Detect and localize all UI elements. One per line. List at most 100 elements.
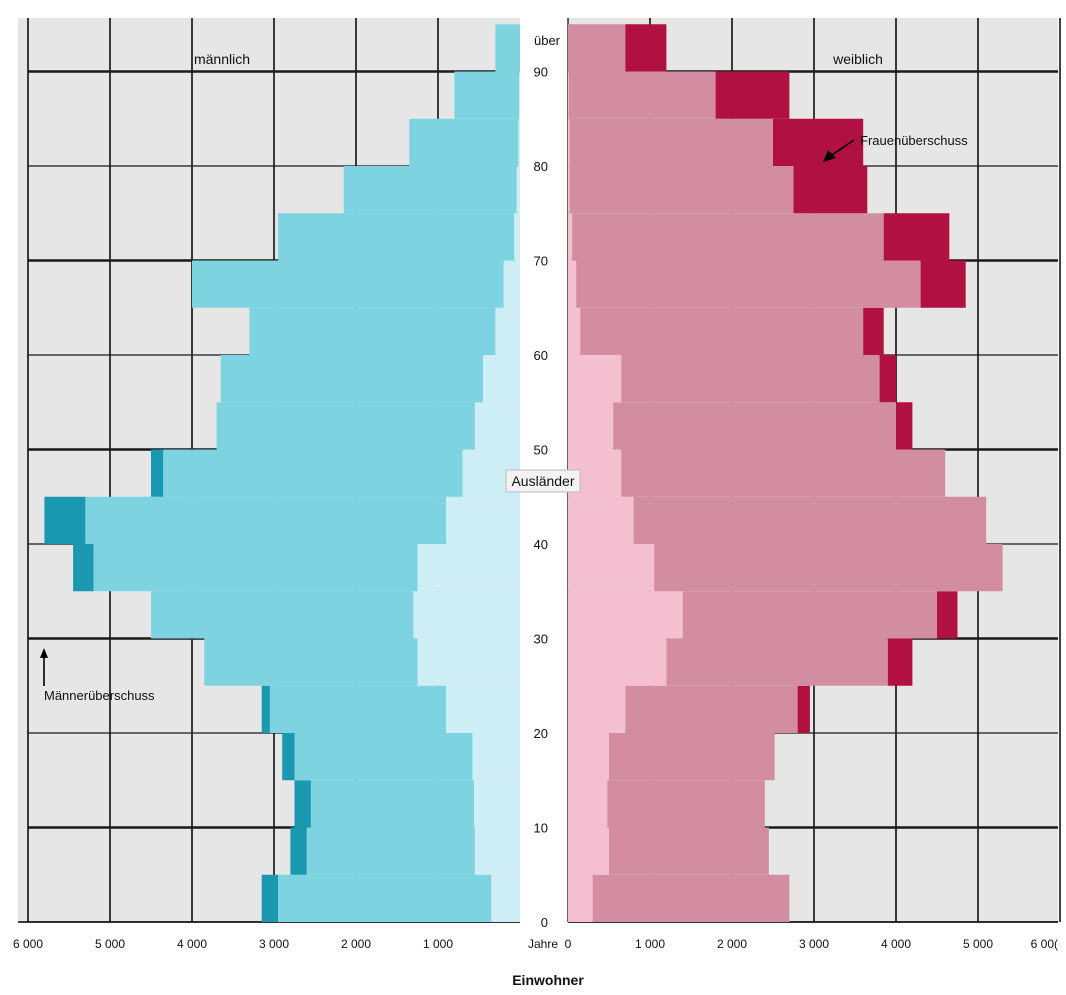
y-tick-label: 80	[534, 159, 548, 174]
bar-male-foreign	[495, 307, 520, 355]
bar-male-foreign	[472, 733, 520, 781]
bar-male-german	[278, 213, 515, 261]
male-excess-label: Männerüberschuss	[44, 688, 155, 703]
bar-female-excess	[793, 166, 868, 214]
x-tick-label-zero: 0	[565, 937, 572, 951]
bar-male-german	[306, 827, 475, 875]
x-tick-label-female: 1 000	[635, 937, 665, 951]
y-tick-label: 60	[534, 348, 548, 363]
x-axis-title: Einwohner	[512, 972, 584, 988]
bar-female-foreign	[568, 260, 577, 308]
bar-female-foreign	[568, 118, 570, 166]
bar-male-foreign	[417, 544, 520, 592]
bar-male-foreign	[446, 685, 520, 733]
bar-male-excess	[73, 544, 94, 592]
bar-male-foreign	[503, 260, 520, 308]
bar-female-excess	[887, 638, 913, 686]
x-tick-label-male: 4 000	[177, 937, 207, 951]
bar-female-foreign	[568, 213, 573, 261]
bar-male-german	[249, 307, 496, 355]
bar-male-german	[220, 355, 484, 403]
bar-female-foreign	[568, 355, 622, 403]
x-tick-label-male: 5 000	[95, 937, 125, 951]
bar-female-excess	[937, 591, 958, 639]
bar-female-german	[609, 827, 769, 875]
bar-female-german	[613, 402, 896, 450]
y-tick-label: 0	[541, 915, 548, 930]
bar-male-foreign	[446, 496, 520, 544]
bar-female-excess	[797, 685, 810, 733]
bar-female-german	[682, 591, 937, 639]
bar-male-german	[495, 24, 520, 72]
bar-male-foreign	[518, 118, 520, 166]
bar-male-german	[454, 71, 520, 119]
bar-male-german	[294, 733, 473, 781]
female-side-label: weiblich	[832, 51, 883, 67]
bar-female-excess	[920, 260, 966, 308]
bar-male-german	[151, 591, 414, 639]
bar-male-foreign	[474, 780, 520, 828]
bar-female-excess	[715, 71, 790, 119]
bar-female-german	[576, 260, 921, 308]
y-tick-label: 50	[534, 443, 548, 458]
bar-male-excess	[261, 685, 270, 733]
bar-female-foreign	[568, 307, 581, 355]
bar-male-german	[192, 260, 504, 308]
x-tick-label-female: 6 00(	[1031, 937, 1058, 951]
bar-male-foreign	[491, 874, 520, 922]
top-age-label: über	[534, 33, 561, 48]
bar-male-german	[269, 685, 447, 733]
bar-female-german	[592, 874, 790, 922]
bar-female-excess	[896, 402, 913, 450]
y-tick-label: 70	[534, 254, 548, 269]
bar-male-foreign	[474, 827, 520, 875]
bar-female-foreign	[568, 591, 683, 639]
x-tick-label-male: 3 000	[259, 937, 289, 951]
bar-female-foreign	[568, 402, 614, 450]
bar-male-foreign	[519, 71, 520, 119]
bar-male-excess	[282, 733, 295, 781]
bar-female-excess	[863, 307, 884, 355]
bar-male-german	[216, 402, 475, 450]
bar-female-foreign	[568, 780, 608, 828]
bar-female-excess	[773, 118, 864, 166]
bar-female-german	[572, 213, 884, 261]
y-tick-label: 30	[534, 632, 548, 647]
axis-labels: 6 000 5 000 4 000 3 000 2 000 1 000 1 000 2 000…	[13, 65, 1058, 952]
bar-female-foreign	[568, 827, 609, 875]
x-tick-label-male: 6 000	[13, 937, 43, 951]
bar-female-foreign	[568, 874, 593, 922]
y-tick-label: 40	[534, 537, 548, 552]
bar-female-german	[568, 24, 626, 72]
bar-male-excess	[44, 496, 86, 544]
bar-female-german	[625, 685, 798, 733]
x-tick-label-female: 5 000	[963, 937, 993, 951]
bar-female-foreign	[568, 685, 626, 733]
bar-female-german	[621, 449, 946, 497]
bar-male-excess	[294, 780, 311, 828]
bar-male-german	[343, 166, 517, 214]
foreigners-label: Ausländer	[511, 473, 574, 489]
bar-male-foreign	[413, 591, 520, 639]
bar-female-german	[633, 496, 987, 544]
bar-female-german	[607, 780, 765, 828]
foreigners-label-box	[505, 469, 581, 493]
bar-male-german	[163, 449, 463, 497]
male-excess-arrow-icon	[40, 648, 48, 686]
bar-male-german	[85, 496, 447, 544]
bar-male-german	[93, 544, 418, 592]
bar-male-excess	[151, 449, 164, 497]
bar-male-foreign	[514, 213, 520, 261]
bar-female-excess	[879, 355, 896, 403]
female-excess-arrow-icon	[823, 139, 855, 162]
x-tick-label-male: 1 000	[423, 937, 453, 951]
x-tick-label-female: 4 000	[881, 937, 911, 951]
bar-female-german	[654, 544, 1003, 592]
bar-female-excess	[625, 24, 667, 72]
bar-male-foreign	[516, 166, 520, 214]
bar-male-german	[409, 118, 519, 166]
bar-female-excess	[883, 213, 950, 261]
bar-female-german	[569, 118, 773, 166]
bar-male-foreign	[417, 638, 520, 686]
